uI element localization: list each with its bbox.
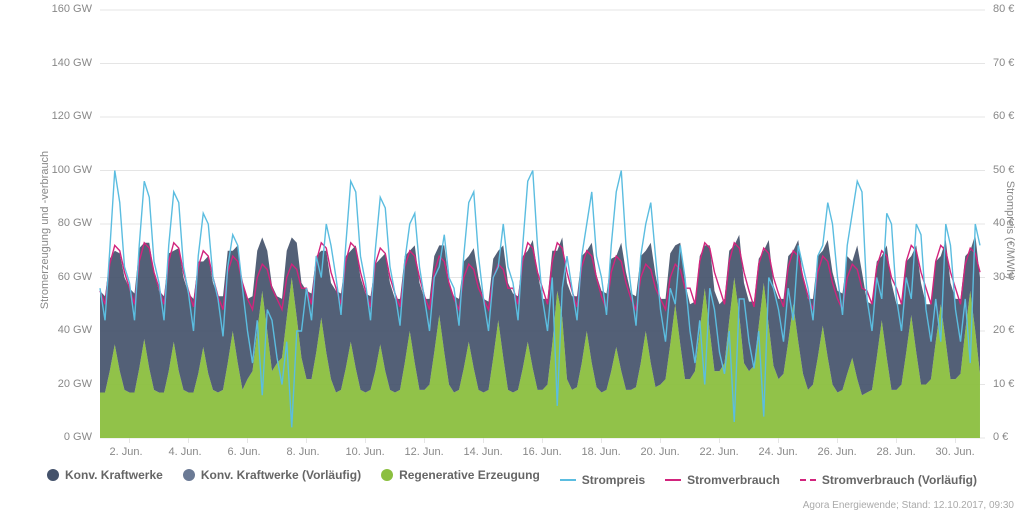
right-tick: 0 € [993,431,1008,443]
legend-item: Konv. Kraftwerke [47,468,163,482]
x-tick: 28. Jun. [877,446,927,458]
left-tick: 20 GW [58,378,92,390]
left-tick: 120 GW [52,110,92,122]
right-tick: 60 € [993,110,1014,122]
legend-label: Konv. Kraftwerke [65,468,163,482]
energy-chart: Stromerzeugung und -verbrauch Strompreis… [0,0,1024,515]
legend-swatch [665,479,681,481]
legend-item: Stromverbrauch (Vorläufig) [800,473,977,487]
legend-swatch [47,469,59,481]
footer-note: Agora Energiewende; Stand: 12.10.2017, 0… [803,500,1014,511]
legend-item: Konv. Kraftwerke (Vorläufig) [183,468,361,482]
x-tick: 14. Jun. [464,446,514,458]
left-tick: 160 GW [52,3,92,15]
x-tick: 8. Jun. [287,446,337,458]
x-tick: 12. Jun. [405,446,455,458]
left-tick: 40 GW [58,324,92,336]
legend-item: Regenerative Erzeugung [381,468,540,482]
left-tick: 80 GW [58,217,92,229]
left-tick: 100 GW [52,164,92,176]
x-tick: 30. Jun. [936,446,986,458]
legend-label: Strompreis [582,473,645,487]
right-tick: 50 € [993,164,1014,176]
right-tick: 80 € [993,3,1014,15]
legend-item: Stromverbrauch [665,473,780,487]
legend-swatch [381,469,393,481]
legend-label: Stromverbrauch [687,473,780,487]
x-tick: 16. Jun. [523,446,573,458]
x-tick: 18. Jun. [582,446,632,458]
right-tick: 20 € [993,324,1014,336]
legend-item: Strompreis [560,473,645,487]
x-tick: 26. Jun. [818,446,868,458]
right-tick: 10 € [993,378,1014,390]
legend-label: Konv. Kraftwerke (Vorläufig) [201,468,361,482]
x-tick: 24. Jun. [759,446,809,458]
right-tick: 30 € [993,271,1014,283]
x-tick: 22. Jun. [700,446,750,458]
x-tick: 4. Jun. [169,446,219,458]
x-tick: 2. Jun. [110,446,160,458]
x-tick: 6. Jun. [228,446,278,458]
left-tick: 140 GW [52,57,92,69]
legend-label: Stromverbrauch (Vorläufig) [822,473,977,487]
right-tick: 40 € [993,217,1014,229]
left-tick: 0 GW [64,431,92,443]
legend-label: Regenerative Erzeugung [399,468,540,482]
legend-swatch [183,469,195,481]
legend: Konv. Kraftwerke Konv. Kraftwerke (Vorläu… [0,468,1024,487]
chart-plot [0,0,1024,515]
left-tick: 60 GW [58,271,92,283]
legend-swatch [800,479,816,481]
x-tick: 10. Jun. [346,446,396,458]
legend-swatch [560,479,576,481]
right-tick: 70 € [993,57,1014,69]
x-tick: 20. Jun. [641,446,691,458]
